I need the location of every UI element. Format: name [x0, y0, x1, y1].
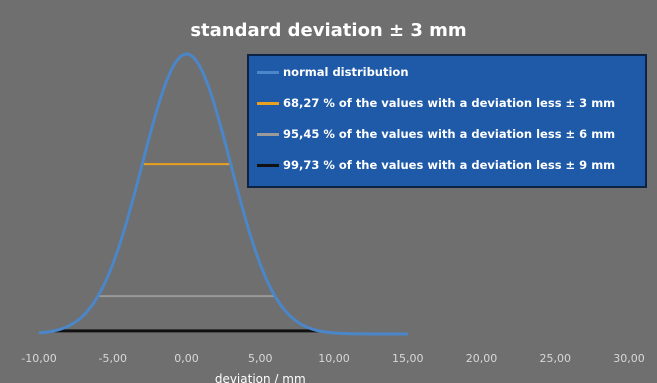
legend-label-normal: normal distribution — [283, 65, 409, 79]
legend-item-68: 68,27 % of the values with a deviation l… — [257, 93, 615, 113]
x-tick-label: 10,00 — [318, 352, 350, 365]
x-tick-label: 20,00 — [466, 352, 498, 365]
legend-item-95: 95,45 % of the values with a deviation l… — [257, 124, 615, 144]
legend: normal distribution 68,27 % of the value… — [247, 54, 647, 188]
legend-swatch-68 — [257, 101, 279, 105]
legend-item-normal: normal distribution — [257, 62, 409, 82]
x-tick-label: 15,00 — [392, 352, 424, 365]
x-tick-label: 30,00 — [613, 352, 645, 365]
x-tick-label: 0,00 — [174, 352, 199, 365]
x-axis-label: deviation / mm — [215, 372, 306, 383]
legend-item-99: 99,73 % of the values with a deviation l… — [257, 155, 615, 175]
x-tick-label: -10,00 — [21, 352, 56, 365]
legend-swatch-95 — [257, 132, 279, 136]
legend-label-68: 68,27 % of the values with a deviation l… — [283, 96, 616, 110]
x-tick-label: 25,00 — [540, 352, 572, 365]
x-tick-label: 5,00 — [248, 352, 273, 365]
chart-title: standard deviation ± 3 mm — [190, 20, 467, 41]
x-tick-label: -5,00 — [99, 352, 127, 365]
legend-label-95: 95,45 % of the values with a deviation l… — [283, 127, 616, 141]
normal-distribution-curve — [38, 52, 408, 336]
legend-swatch-99 — [257, 163, 279, 167]
legend-label-99: 99,73 % of the values with a deviation l… — [283, 158, 616, 172]
legend-swatch-normal — [257, 70, 279, 74]
